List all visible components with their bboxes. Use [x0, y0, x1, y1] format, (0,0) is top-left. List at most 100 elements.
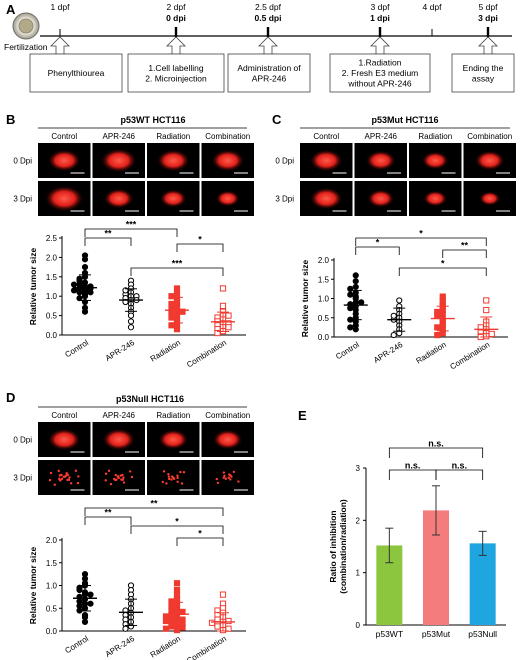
data-point: [219, 591, 227, 598]
y-tick-label: 0.5: [46, 312, 58, 321]
x-tick-label: Radiation: [149, 338, 182, 364]
significance-bracket: [388, 447, 484, 458]
significance-bracket: [84, 516, 132, 525]
significance-bracket: [398, 267, 487, 276]
tumor-cell-dot: [222, 471, 226, 474]
x-tick-label: Radiation: [414, 340, 447, 366]
x-tick-label: Control: [63, 634, 90, 655]
x-tick-label: Control: [334, 340, 361, 361]
timeline-step-box: [29, 53, 123, 93]
x-tick-label: Combination: [185, 634, 228, 660]
timeline-step-label: assay: [472, 73, 495, 83]
data-point: [352, 326, 359, 333]
significance-label: n.s.: [428, 439, 444, 449]
x-tick-label: Combination: [185, 338, 228, 369]
tumor-cell-dot: [167, 475, 171, 478]
timeline-step-label: 1.Cell labelling: [148, 63, 204, 73]
x-tick-label: Control: [63, 338, 90, 359]
y-tick-label: 0: [356, 621, 361, 630]
panel-label-c: C: [272, 112, 282, 127]
y-tick-label: 2: [356, 516, 361, 525]
tumor-cell-dot: [60, 477, 64, 481]
tumor-signal: [365, 150, 396, 171]
tumor-cell-dot: [77, 475, 80, 478]
data-point: [76, 295, 83, 302]
tumor-cell-dot: [57, 469, 60, 473]
tumor-cell-dot: [232, 470, 236, 474]
timeline-step-label: 2. Fresh E3 medium: [342, 68, 419, 78]
tumor-signal: [212, 429, 243, 450]
panel-label-d: D: [6, 390, 15, 405]
image-row-label: 3 Dpi: [275, 195, 294, 204]
data-point: [162, 617, 170, 625]
tumor-cell-dot: [107, 469, 111, 472]
data-point: [396, 297, 403, 304]
significance-label: n.s.: [452, 461, 468, 471]
tumor-cell-dot: [176, 474, 179, 477]
tumor-cell-dot: [165, 482, 168, 485]
tumor-cell-dot: [129, 470, 132, 473]
image-column-header: APR-246: [103, 132, 136, 141]
data-point: [352, 278, 359, 285]
data-point: [347, 324, 354, 331]
timeline-arrow-icon: [478, 36, 498, 55]
tumor-cell-dot: [167, 477, 171, 481]
timeline-tick-dpi: 0 dpi: [166, 13, 186, 23]
tumor-cell-dot: [180, 482, 184, 485]
timeline-tick-dpi: 3 dpi: [478, 13, 498, 23]
panel-b-images: Control APR-246 Radiation Combination 0 Dpi 3…: [13, 132, 254, 216]
tumor-cell-dot: [229, 474, 232, 477]
data-point: [434, 324, 441, 331]
image-column-header: Combination: [205, 411, 250, 420]
y-tick-label: 1.5: [46, 559, 58, 568]
data-point: [127, 324, 135, 331]
image-row-label: 0 Dpi: [13, 436, 32, 445]
tumor-signal: [158, 429, 189, 450]
significance-bracket: [355, 246, 400, 255]
data-point: [87, 600, 94, 607]
timeline-tick-dpi: 1 dpi: [370, 13, 390, 23]
data-point: [483, 306, 490, 314]
significance-label: **: [104, 229, 112, 239]
y-axis-label: Relative tumor size: [300, 259, 310, 337]
image-row-label: 0 Dpi: [13, 157, 32, 166]
image-column-header: APR-246: [365, 132, 398, 141]
y-axis-label: (combination/radiation): [338, 499, 348, 594]
image-column-header: Radiation: [156, 411, 190, 420]
tumor-cell-dot: [121, 478, 125, 481]
timeline-step-label: Administration of: [237, 63, 301, 73]
data-point: [179, 308, 186, 315]
y-tick-label: 3: [356, 464, 361, 473]
data-point: [483, 297, 490, 304]
panel-c-scatter: 0.0 0.5 1.0 1.5 2.0 Relative tumor size Contro…: [300, 229, 508, 372]
tumor-cell-dot: [215, 477, 218, 481]
tumor-cell-dot: [162, 470, 166, 473]
tumor-cell-dot: [222, 476, 225, 479]
data-point: [87, 591, 94, 598]
image-row-label: 3 Dpi: [13, 474, 32, 483]
y-tick-label: 1: [356, 569, 361, 578]
tumor-cell-dot: [66, 478, 69, 482]
timeline-step-label: Phenylthiourea: [48, 68, 105, 78]
tumor-signal: [474, 150, 505, 171]
data-point: [352, 272, 359, 279]
tumor-signal: [44, 185, 84, 212]
data-point: [173, 285, 181, 292]
timeline-arrow-icon: [166, 36, 186, 55]
tumor-cell-dot: [69, 482, 73, 485]
image-column-header: Combination: [205, 132, 250, 141]
tumor-cell-dot: [66, 473, 70, 477]
y-tick-label: 1.0: [46, 292, 58, 301]
tumor-cell-dot: [115, 478, 118, 481]
significance-bracket: [130, 525, 224, 534]
y-axis-label: Relative tumor size: [28, 247, 38, 325]
timeline-arrow-icon: [370, 36, 390, 55]
image-row-label: 3 Dpi: [13, 195, 32, 204]
tumor-signal: [211, 149, 245, 172]
tumor-signal: [100, 148, 137, 173]
data-point: [162, 625, 170, 632]
tumor-signal: [103, 188, 134, 209]
tumor-cell-dot: [63, 475, 67, 478]
x-tick-label: p53Null: [468, 629, 497, 639]
tumor-cell-dot: [74, 469, 78, 472]
